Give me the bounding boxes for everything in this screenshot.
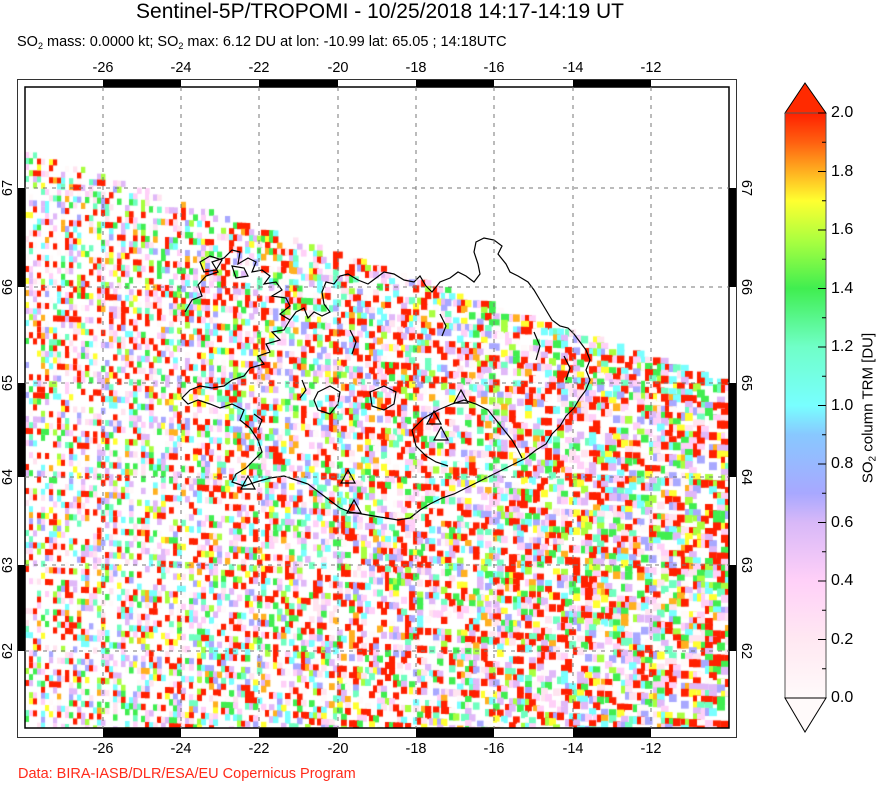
- lon-tick-label: -26: [92, 741, 114, 757]
- lat-tick-label: 66: [738, 278, 754, 296]
- lon-tick-label: -18: [405, 741, 427, 757]
- cb-label-sub: 2: [867, 455, 879, 462]
- colorbar-tick-label: 0.0: [831, 689, 854, 706]
- colorbar-tick-label: 0.8: [831, 455, 854, 472]
- colorbar-min-arrow: [784, 697, 827, 733]
- lon-tick-label: -12: [640, 60, 662, 76]
- volcano-icon: [425, 409, 443, 425]
- colorbar-tick-label: 1.2: [831, 338, 854, 355]
- lon-tick-label: -18: [405, 60, 427, 76]
- volcano-icon: [432, 425, 450, 441]
- data-credit: Data: BIRA-IASB/DLR/ESA/EU Copernicus Pr…: [18, 766, 356, 782]
- colorbar-tick-label: 1.6: [831, 221, 854, 238]
- lon-tick-label: -20: [327, 741, 349, 757]
- lon-tick-label: -16: [483, 741, 505, 757]
- lat-tick-label: 66: [0, 278, 16, 296]
- lat-tick-label: 67: [738, 179, 754, 197]
- cb-label-rest: column TRM [DU]: [859, 332, 877, 456]
- volcano-icon: [452, 388, 470, 404]
- lon-tick-label: -20: [327, 60, 349, 76]
- coastline: [181, 237, 591, 521]
- volcano-markers: [239, 388, 470, 514]
- colorbar-tick-label: 1.0: [831, 396, 854, 414]
- lon-tick-label: -16: [483, 60, 505, 76]
- outer-frame: [17, 79, 737, 738]
- lon-tick-label: -12: [640, 741, 662, 757]
- lon-tick-label: -14: [562, 60, 584, 76]
- lat-tick-label: 62: [0, 642, 16, 660]
- lon-tick-label: -14: [562, 741, 584, 757]
- lat-tick-label: 62: [738, 642, 754, 660]
- volcano-icon: [239, 474, 257, 490]
- colorbar-tick-label: 2.0: [831, 104, 854, 121]
- axis-bars: [18, 80, 736, 737]
- colorbar-tick-label: 0.6: [831, 513, 854, 531]
- volcano-icon: [345, 498, 363, 514]
- lat-tick-label: 64: [0, 468, 16, 486]
- lat-tick-label: 65: [738, 374, 754, 392]
- colorbar-tick-label: 0.2: [831, 630, 854, 648]
- colorbar-tick-label: 0.4: [831, 572, 854, 589]
- cb-label-so: SO: [859, 461, 877, 484]
- lon-tick-label: -24: [170, 741, 192, 757]
- colorbar-tick-label: 1.8: [831, 162, 854, 180]
- lon-tick-label: -22: [248, 60, 270, 76]
- colorbar-title: SO2 column TRM [DU]: [860, 333, 879, 483]
- lat-tick-label: 64: [738, 468, 754, 486]
- gridlines: [25, 87, 729, 728]
- lat-tick-label: 65: [0, 374, 16, 392]
- colorbar-tick-label: 1.4: [831, 279, 854, 297]
- lon-tick-label: -26: [92, 60, 114, 76]
- lat-tick-label: 67: [0, 179, 16, 197]
- lon-tick-label: -24: [170, 60, 192, 76]
- lon-tick-label: -22: [248, 741, 270, 757]
- lat-tick-label: 63: [0, 556, 16, 574]
- colorbar-max-arrow: [784, 82, 827, 114]
- lat-tick-label: 63: [738, 556, 754, 574]
